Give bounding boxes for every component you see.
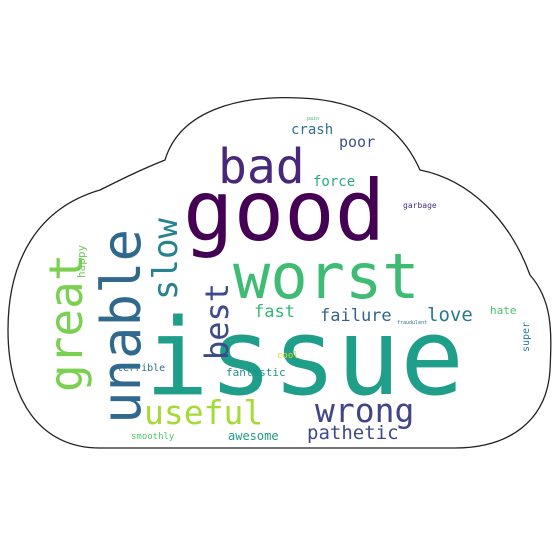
word-fraudulent: fraudulent [397, 320, 427, 326]
word-crash: crash [291, 122, 333, 138]
word-cool: cool [277, 351, 299, 361]
word-unable: unable [90, 229, 153, 424]
word-smoothly: smoothly [131, 432, 175, 442]
word-best: best [198, 283, 236, 360]
word-pain: pain [307, 116, 319, 122]
word-force: force [313, 174, 355, 190]
word-super: super [521, 322, 532, 352]
word-happy: happy [75, 245, 88, 278]
word-terrible: terrible [117, 363, 165, 374]
word-pathetic: pathetic [307, 422, 399, 444]
word-wrong: wrong [315, 391, 414, 430]
word-good: good [183, 162, 385, 260]
word-failure: failure [320, 306, 392, 326]
cloud-outline [7, 96, 552, 449]
word-fast: fast [254, 302, 295, 322]
word-fantastic: fantastic [226, 366, 286, 379]
word-bad: bad [218, 139, 305, 195]
word-poor: poor [339, 133, 375, 151]
word-slow: slow [146, 218, 186, 300]
word-garbage: garbage [403, 201, 437, 210]
word-hate: hate [490, 304, 517, 317]
word-awesome: awesome [228, 429, 279, 443]
word-group: issue good worst unable bad great slow b… [39, 116, 532, 444]
word-issue: issue [145, 296, 464, 419]
word-useful: useful [144, 393, 263, 432]
word-love: love [427, 304, 473, 326]
word-great: great [39, 254, 93, 392]
word-worst: worst [233, 240, 420, 313]
